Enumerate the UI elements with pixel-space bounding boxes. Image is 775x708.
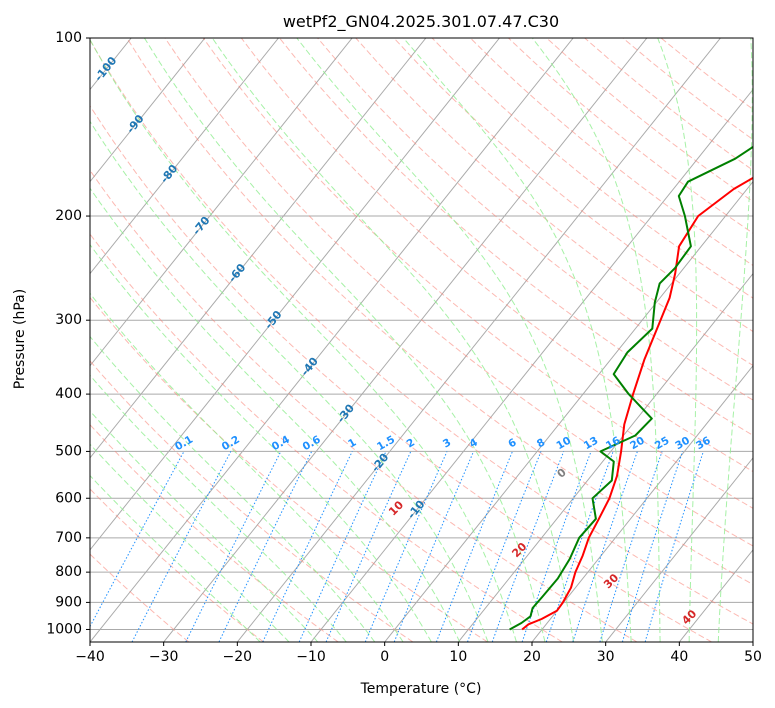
moist-adiabat-line [90,335,376,642]
diagram-grid [90,38,753,642]
chart-title: wetPf2_GN04.2025.301.07.47.C30 [283,12,559,32]
moist-adiabat-line [90,474,261,642]
moist-adiabat-line [90,410,319,642]
y-tick-label: 800 [55,564,82,580]
moist-adiabat-line [143,38,546,642]
y-tick-label: 600 [55,490,82,506]
moist-adiabat-line [296,38,603,642]
moist-adiabat-line [90,38,517,642]
mixing-ratio-line [325,451,412,642]
dry-adiabat-line [90,39,753,625]
profile-lines [509,145,753,631]
moist-adiabat-line [90,443,290,642]
isotherm-line [90,38,427,459]
moist-adiabat-line [90,243,432,642]
isotherm-line [90,38,353,367]
mixing-ratio-line [185,451,282,642]
dewpoint-profile-line [509,145,753,631]
axes: −40 −30 −20 −10 0 10 20 30 40 50 100 200 300 400 500 60… [46,30,762,665]
moist-adiabat-line [90,120,489,642]
isotherm-line [457,272,753,642]
x-tick-label: −20 [223,649,253,665]
moist-adiabat-line [90,187,461,642]
dry-adiabat-line [126,38,753,586]
isotherm-line [90,38,206,183]
dry-adiabat-line [393,38,753,333]
dry-adiabat-line [90,233,563,642]
mixing-ratio-line [435,451,513,642]
x-tick-label: 0 [380,649,389,665]
mixing-ratio-line [467,451,542,642]
mixing-ratio-line [298,451,387,642]
mixing-ratio-line [90,451,185,628]
dry-adiabat-line [90,553,190,642]
dry-adiabat-line [164,38,753,547]
isotherm-line [90,38,574,642]
isotherm-line [384,180,753,642]
x-tick-label: 40 [670,649,688,665]
x-tick-label: 30 [597,649,615,665]
x-tick-label: −30 [149,649,179,665]
dry-adiabat-line [279,38,753,437]
x-tick-label: 10 [449,649,467,665]
mixing-ratio-line [599,451,663,642]
dry-adiabat-line [90,105,712,642]
mixing-ratio-line [262,451,353,642]
moist-adiabat-line [717,38,753,642]
mixing-ratio-line [218,451,313,642]
temperature-profile-line [521,176,753,631]
moist-adiabat-line [531,38,661,642]
dry-adiabat-line [90,360,414,642]
isotherm-line [531,364,753,642]
dry-adiabat-line [317,38,753,401]
mixing-ratio-line [545,451,614,642]
y-tick-label: 500 [55,443,82,459]
moist-adiabat-line [90,374,347,642]
moist-adiabat-line [403,38,632,642]
y-tick-label: 1000 [46,621,82,637]
y-tick-label: 400 [55,386,82,402]
mixing-ratio-line [491,451,565,642]
dry-adiabat-line [202,38,753,509]
mixing-ratio-line [521,451,592,642]
y-tick-label: 100 [55,30,82,46]
moist-adiabat-line [211,38,575,642]
y-axis-label: Pressure (hPa) [12,289,28,389]
y-tick-label: 300 [55,312,82,328]
x-tick-label: −10 [296,649,326,665]
x-tick-label: 50 [744,649,762,665]
mixing-ratio-line [393,451,475,642]
isotherm-line [163,38,648,642]
y-tick-label: 200 [55,208,82,224]
isotherm-line [236,38,721,642]
x-tick-label: 20 [523,649,541,665]
y-tick-label: 700 [55,530,82,546]
isotherm-line [605,457,753,642]
dry-adiabat-line [90,296,488,642]
mixing-ratio-line [364,451,448,642]
moist-adiabat-line [657,38,698,642]
moist-adiabat-line [90,292,404,642]
mixing-ratio-line [131,451,232,642]
mixing-ratio-line [644,451,704,642]
isotherm-line [90,38,279,275]
isotherm-line [90,38,500,551]
x-axis-label: Temperature (°C) [360,681,482,697]
x-tick-label: −40 [75,649,105,665]
plot-frame [89,37,754,643]
dry-adiabat-line [90,169,638,642]
mixing-ratio-line [572,451,638,642]
dry-adiabat-line [90,488,264,642]
y-tick-label: 900 [55,594,82,610]
mixing-ratio-line [621,451,684,642]
